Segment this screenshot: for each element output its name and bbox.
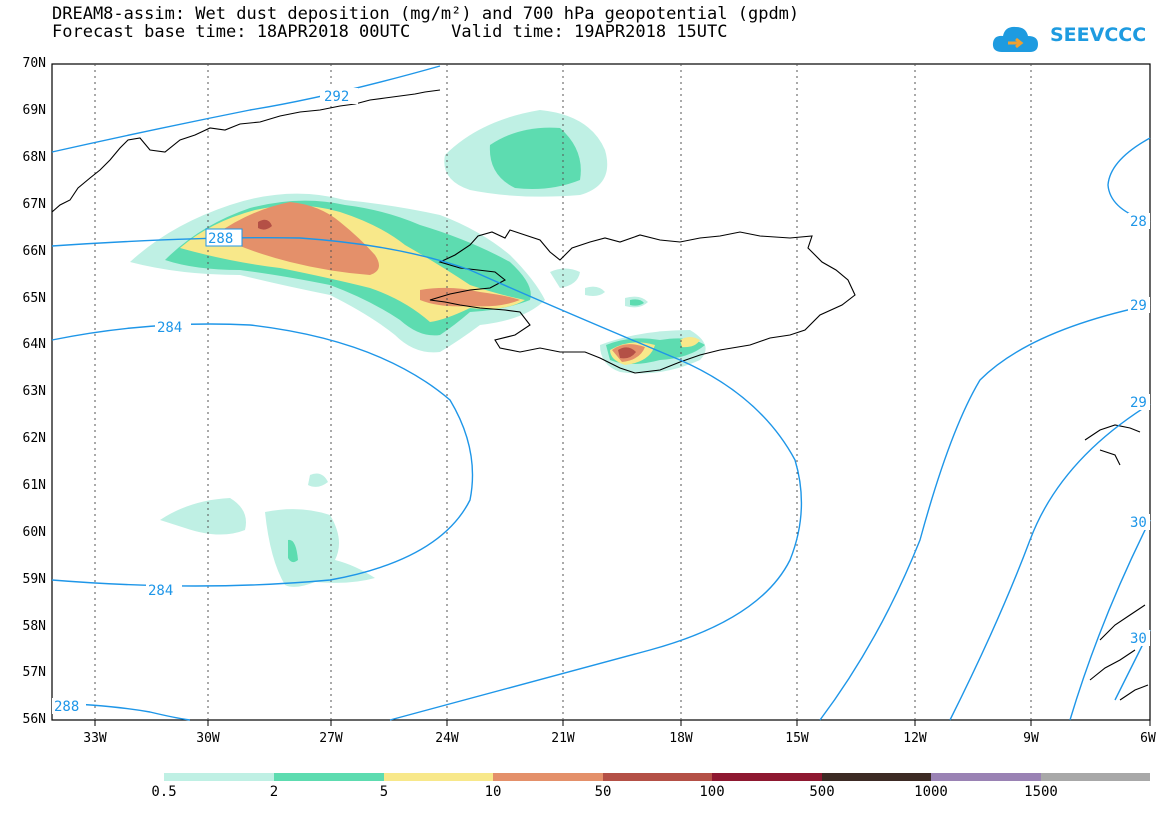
lat-label: 59N <box>22 572 46 587</box>
contour-292 <box>51 65 441 153</box>
contour-28 <box>1107 137 1151 223</box>
contour-label: 288 <box>208 231 233 247</box>
lon-label: 15W <box>785 731 809 746</box>
lat-label: 60N <box>22 525 46 540</box>
lat-label: 57N <box>22 665 46 680</box>
lat-label: 64N <box>22 337 46 352</box>
lat-label: 56N <box>22 712 46 727</box>
lon-label: 6W <box>1140 731 1156 746</box>
lon-label: 27W <box>319 731 343 746</box>
colorbar-label: 1500 <box>1024 784 1058 800</box>
lat-label: 68N <box>22 150 46 165</box>
greenland-coast <box>51 89 441 213</box>
contour-29a <box>819 304 1151 721</box>
colorbar-swatch <box>712 773 822 781</box>
lon-label: 24W <box>435 731 459 746</box>
colorbar-label: 50 <box>594 784 612 800</box>
dust-area <box>489 127 581 189</box>
colorbar-swatch <box>603 773 712 781</box>
dust-area <box>265 509 375 587</box>
lat-label: 69N <box>22 103 46 118</box>
contour-label: 30 <box>1130 631 1147 647</box>
contour-label: 28 <box>1130 214 1147 230</box>
uk-coast <box>1089 604 1149 701</box>
colorbar-label: 500 <box>809 784 835 800</box>
seevccc-logo-icon <box>992 26 1038 52</box>
lon-label: 30W <box>196 731 220 746</box>
contour-288-upper <box>51 236 803 721</box>
contour-label: 288 <box>54 699 79 715</box>
contour-label: 284 <box>148 583 173 599</box>
colorbar-swatch <box>384 773 493 781</box>
map-frame <box>51 63 1151 721</box>
lon-label: 21W <box>551 731 575 746</box>
colorbar-swatch <box>931 773 1041 781</box>
colorbar <box>164 773 1150 781</box>
dust-area <box>308 473 328 487</box>
contour-284-loop <box>51 323 474 587</box>
map-title: DREAM8-assim: Wet dust deposition (mg/m²… <box>52 4 800 24</box>
dust-area <box>585 286 605 296</box>
lat-label: 58N <box>22 619 46 634</box>
colorbar-label: 10 <box>484 784 502 800</box>
lat-label: 67N <box>22 197 46 212</box>
colorbar-label: 100 <box>699 784 725 800</box>
dust-deposition-layer <box>130 110 706 587</box>
dust-area <box>680 337 700 348</box>
contour-30a <box>1069 519 1151 721</box>
colorbar-label: 1000 <box>914 784 948 800</box>
dust-area <box>258 219 272 230</box>
colorbar-swatch <box>274 773 384 781</box>
colorbar-label: 5 <box>379 784 389 800</box>
lat-label: 66N <box>22 244 46 259</box>
contour-label: 29 <box>1130 298 1147 314</box>
colorbar-label: 2 <box>269 784 279 800</box>
map-subtitle: Forecast base time: 18APR2018 00UTC Vali… <box>52 22 728 42</box>
dust-area <box>160 498 246 535</box>
axis-ticks <box>94 720 1151 726</box>
lat-label: 65N <box>22 291 46 306</box>
lon-label: 12W <box>903 731 927 746</box>
colorbar-label: 0.5 <box>151 784 177 800</box>
colorbar-swatch <box>493 773 603 781</box>
colorbar-swatch <box>822 773 931 781</box>
contour-label: 30 <box>1130 515 1147 531</box>
dust-area <box>550 268 580 288</box>
dust-area <box>288 539 298 563</box>
geopotential-contours <box>51 65 1151 721</box>
lat-label: 61N <box>22 478 46 493</box>
lon-label: 33W <box>83 731 107 746</box>
lat-label: 70N <box>22 56 46 71</box>
colorbar-swatch <box>1041 773 1150 781</box>
logo-text: SEEVCCC <box>1050 24 1147 46</box>
dust-area <box>630 299 644 306</box>
contour-labels: 292 288 284 284 288 28 29 29 30 30 <box>52 88 1150 715</box>
contour-label: 284 <box>157 320 182 336</box>
coastlines <box>51 89 1149 701</box>
contour-label: 292 <box>324 89 349 105</box>
dust-area <box>618 347 636 359</box>
colorbar-swatch <box>164 773 274 781</box>
scotland-coast <box>1084 424 1141 466</box>
lon-label: 18W <box>669 731 693 746</box>
contour-label: 29 <box>1130 395 1147 411</box>
iceland-coast <box>429 229 856 374</box>
lon-label: 9W <box>1023 731 1039 746</box>
lat-label: 63N <box>22 384 46 399</box>
contour-29b <box>949 403 1151 721</box>
lat-label: 62N <box>22 431 46 446</box>
